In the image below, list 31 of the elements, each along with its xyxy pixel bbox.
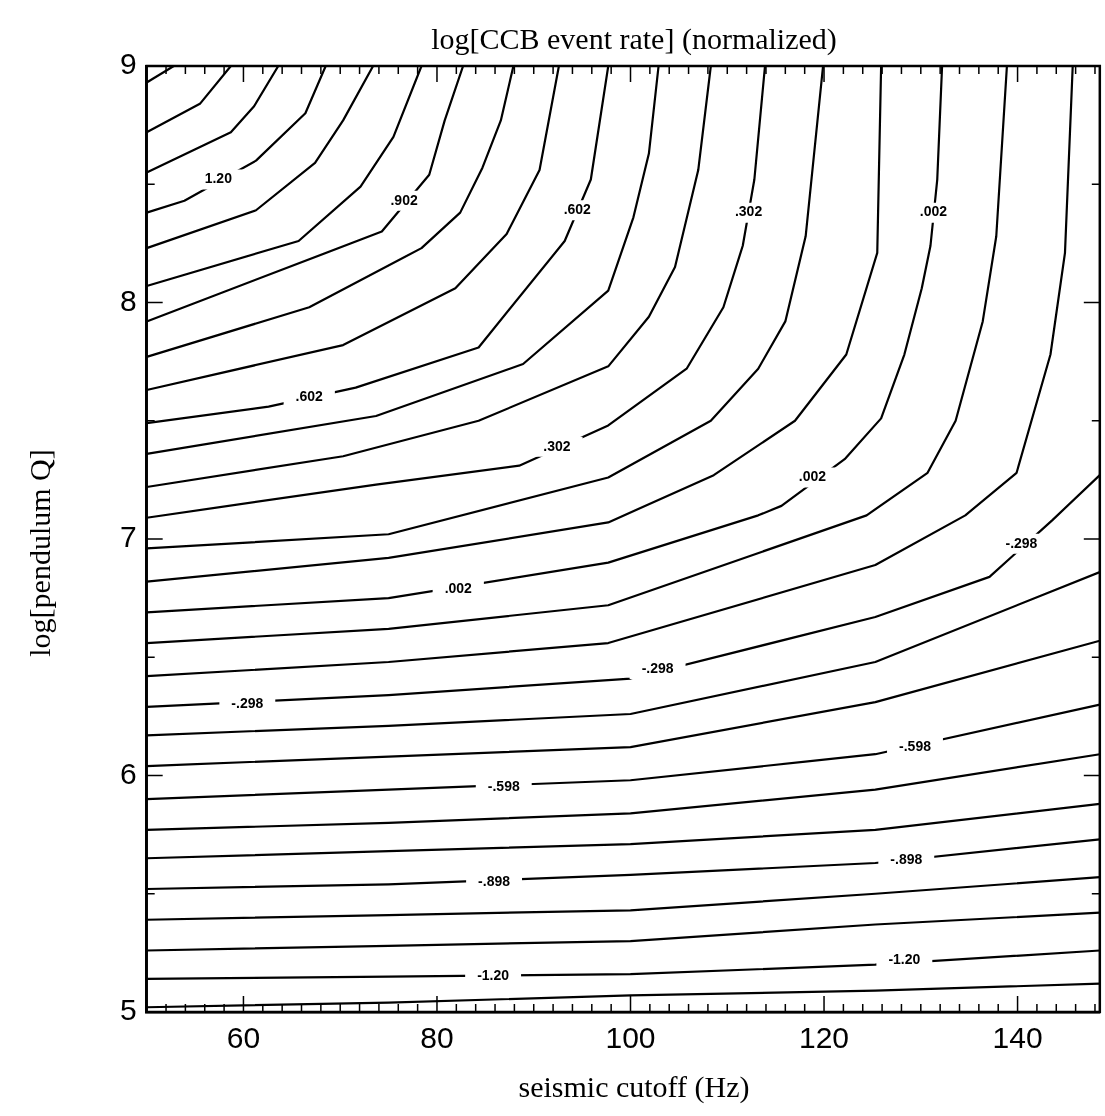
y-tick-label: 5 <box>120 993 137 1027</box>
annotation: -.298 <box>1005 534 1038 551</box>
annotation: -.298 <box>231 695 264 712</box>
y-tick-label: 8 <box>120 283 137 317</box>
x-axis-title: seismic cutoff (Hz) <box>517 1070 751 1104</box>
annotation: .002 <box>919 203 948 220</box>
annotation: -.598 <box>487 778 520 795</box>
annotation: .302 <box>543 437 571 454</box>
annotation: .002 <box>798 468 827 485</box>
annotation: .602 <box>563 201 592 218</box>
y-tick-label: 7 <box>120 520 137 554</box>
annotation: -.598 <box>899 737 932 754</box>
chart-title: log[CCB event rate] (normalized) <box>430 22 838 56</box>
annotation: 1.20 <box>204 170 233 187</box>
annotation: .902 <box>390 191 418 208</box>
annotation: -.298 <box>641 659 674 676</box>
annotation: -1.20 <box>477 967 510 984</box>
annotation: -.898 <box>478 872 511 889</box>
y-axis-title: log[pendulum Q] <box>23 449 57 657</box>
annotation: -1.20 <box>888 950 921 967</box>
annotation: -.898 <box>890 851 923 868</box>
y-tick-label: 9 <box>120 47 137 81</box>
x-tick-label: 80 <box>420 1021 454 1055</box>
x-tick-label: 100 <box>605 1021 656 1055</box>
annotation: .302 <box>734 203 763 220</box>
x-tick-label: 120 <box>799 1021 850 1055</box>
x-tick-label: 140 <box>992 1021 1043 1055</box>
x-tick-label: 60 <box>226 1021 261 1055</box>
annotation: .602 <box>295 387 324 404</box>
annotation: .002 <box>444 579 473 596</box>
y-tick-label: 6 <box>120 756 137 790</box>
